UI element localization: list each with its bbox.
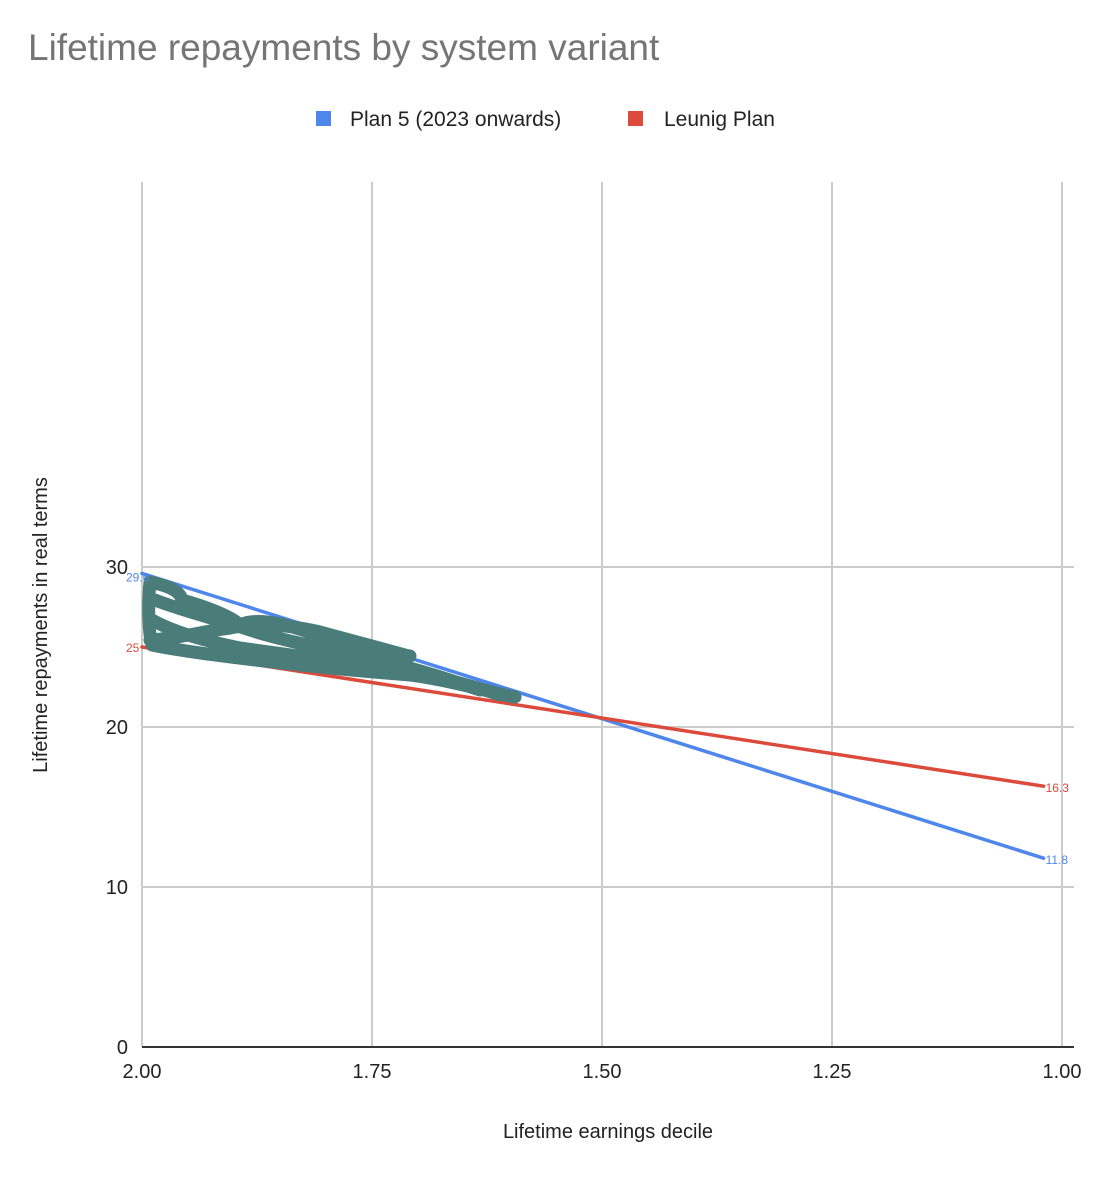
scribble-stroke <box>142 575 522 704</box>
x-tick-label: 1.75 <box>353 1061 392 1083</box>
legend-swatch <box>628 111 643 126</box>
data-labels: 29.6 11.8 25 16.3 <box>126 570 1069 867</box>
y-tick-label: 0 <box>117 1037 128 1059</box>
y-tick-label: 30 <box>106 557 128 579</box>
data-label: 11.8 <box>1046 853 1069 867</box>
legend-item: Leunig Plan <box>628 108 775 131</box>
y-tick-label: 20 <box>106 717 128 739</box>
scribble-annotation <box>142 575 522 704</box>
x-tick-label: 1.25 <box>813 1061 852 1083</box>
series-lines <box>140 571 1046 860</box>
legend-item: Plan 5 (2023 onwards) <box>316 108 561 131</box>
x-tick-label: 1.00 <box>1043 1061 1082 1083</box>
x-axis-title: Lifetime earnings decile <box>503 1121 713 1143</box>
data-label: 29.6 <box>126 570 150 584</box>
y-tick-label: 10 <box>106 877 128 899</box>
legend-swatch <box>316 111 331 126</box>
data-label: 25 <box>126 641 140 655</box>
chart-title: Lifetime repayments by system variant <box>28 27 660 68</box>
axes: 2.00 1.75 1.50 1.25 1.00 0 10 20 30 <box>106 557 1082 1083</box>
legend-label: Plan 5 (2023 onwards) <box>350 108 561 131</box>
data-label: 16.3 <box>1046 781 1070 795</box>
x-tick-label: 1.50 <box>583 1061 622 1083</box>
x-tick-label: 2.00 <box>123 1061 162 1083</box>
legend: Plan 5 (2023 onwards) Leunig Plan <box>316 108 775 131</box>
y-axis-title: Lifetime repayments in real terms <box>30 477 52 773</box>
grid <box>141 182 1074 1047</box>
legend-label: Leunig Plan <box>664 108 775 131</box>
